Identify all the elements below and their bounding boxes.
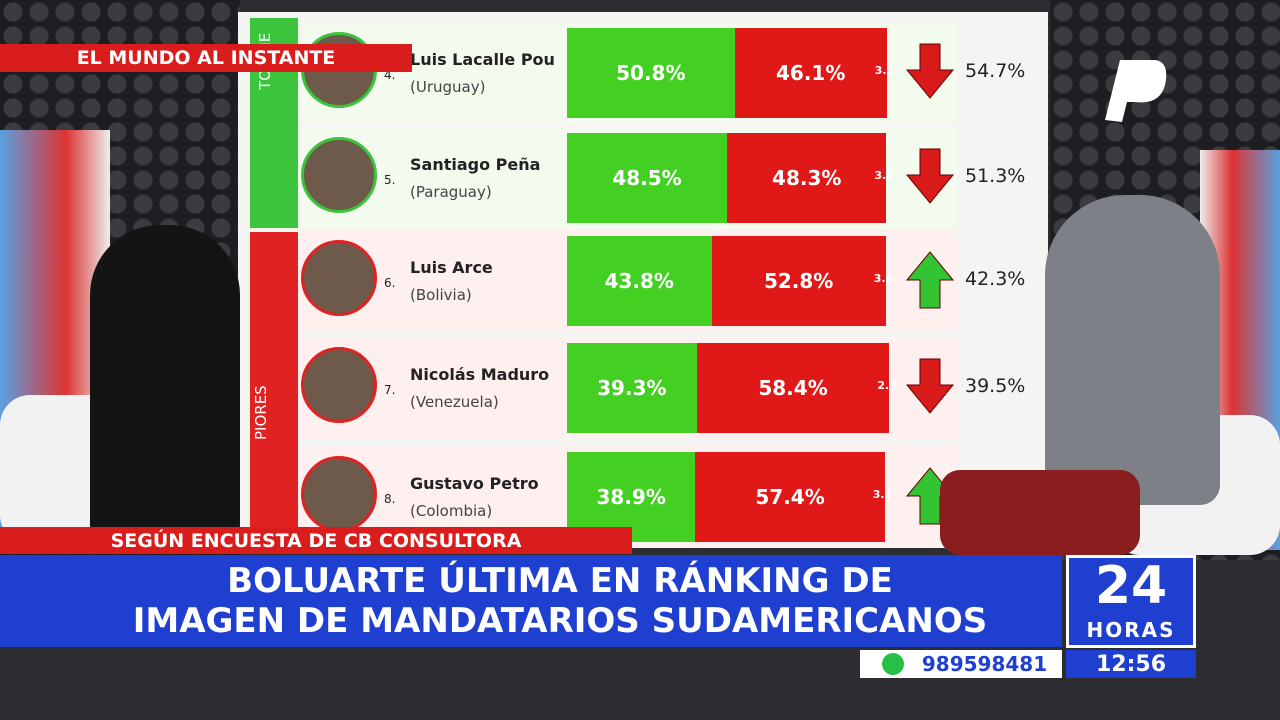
headline-line: BOLUARTE ÚLTIMA EN RÁNKING DE [227,561,893,601]
channel-badge [1066,555,1196,648]
badge-word: HORAS [1086,618,1176,642]
approve-label: 39.3% [597,376,667,400]
channel-logo [1105,60,1167,122]
disapprove-label: 52.8% [763,269,834,293]
program-tag: EL MUNDO AL INSTANTE [0,44,412,72]
badge-number: 24 [1094,556,1168,616]
portrait [301,456,377,532]
disapprove-label: 57.4% [755,485,825,509]
country: (Uruguay) [410,78,486,96]
rank: 5. [384,173,396,187]
side-label: PIORES [252,385,270,440]
undecided: 3.7 [872,488,893,501]
name: Nicolás Maduro [410,365,550,384]
result: 54.7% [965,60,1026,82]
portrait [301,347,377,423]
portrait [301,240,377,316]
rank: 7. [384,383,396,397]
whatsapp-icon [882,653,904,675]
clock: 12:56 [1066,650,1196,678]
approve-label: 48.5% [612,166,682,190]
country: (Venezuela) [410,393,499,411]
disapprove-bar [727,133,887,223]
trend-arrow [905,43,955,99]
country: (Paraguay) [410,183,492,201]
result: 42.3% [965,268,1026,290]
approve-label: 38.9% [596,485,666,509]
disapprove-bar [695,452,885,542]
approve-label: 50.8% [616,61,686,85]
trend-arrow [905,148,955,204]
disapprove-bar [711,236,886,326]
approve-bar [567,133,728,223]
presenter-right [1045,195,1220,505]
presenter-skirt [940,470,1140,555]
disapprove-bar [696,343,890,433]
undecided: 3.1 [874,64,895,77]
presenter-left [90,225,240,545]
disapprove-label: 46.1% [775,61,846,85]
name: Luis Lacalle Pou [410,50,555,69]
bottom-strip [250,232,298,542]
source-strip: SEGÚN ENCUESTA DE CB CONSULTORA [0,527,632,554]
rank: 8. [384,492,396,506]
portrait [301,137,377,213]
rank: 4. [384,68,396,82]
undecided: 2.3 [877,379,897,392]
country: (Bolivia) [410,286,472,304]
disapprove-label: 48.3% [772,166,842,190]
approve-bar [567,28,735,118]
trend-arrow [905,251,955,309]
disapprove-bar [734,28,887,118]
result: 51.3% [965,165,1026,187]
disapprove-label: 58.4% [758,376,828,400]
phone-number: 989598481 [921,652,1048,676]
rank: 6. [384,276,396,290]
undecided: 3.4 [873,272,894,285]
headline-band [0,555,1062,647]
headline-line: IMAGEN DE MANDATARIOS SUDAMERICANOS [132,601,988,641]
name: Santiago Peña [410,155,541,174]
name: Luis Arce [410,258,493,277]
country: (Colombia) [410,502,493,520]
approve-bar [567,343,697,433]
undecided: 3.2 [874,169,894,182]
trend-arrow [905,358,955,414]
result: 39.5% [965,375,1026,397]
approve-label: 43.8% [604,269,674,293]
approve-bar [567,236,712,326]
name: Gustavo Petro [410,474,539,493]
